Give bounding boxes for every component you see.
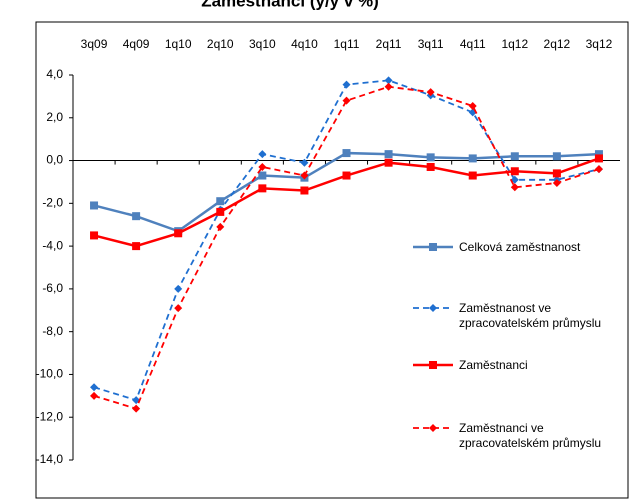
y-tick-label: 4,0 [46, 67, 63, 81]
point [132, 212, 141, 221]
point [258, 171, 267, 180]
point [216, 197, 225, 206]
point [174, 284, 183, 293]
x-tick-label: 4q11 [460, 37, 486, 51]
x-tick-label: 3q12 [586, 37, 613, 51]
frame [35, 21, 629, 499]
x-tick-label: 1q10 [165, 37, 192, 51]
point [594, 150, 603, 159]
point [429, 243, 437, 251]
point [594, 165, 603, 174]
y-tick-label: -14,0 [36, 452, 64, 466]
x-tick-label: 1q12 [501, 37, 528, 51]
x-tick-label: 3q11 [418, 37, 444, 51]
legend-label: Zaměstnanost ve zpracovatelském průmyslu [459, 301, 602, 330]
x-tick-label: 1q11 [334, 37, 360, 51]
point [552, 179, 561, 188]
legend-label: Celková zaměstnanost [459, 240, 581, 254]
point [384, 82, 393, 91]
point [90, 201, 99, 210]
y-tick-label: 0,0 [46, 153, 63, 167]
point [468, 171, 477, 180]
point [468, 102, 477, 111]
x-tick-label: 3q10 [249, 37, 276, 51]
legend-label: Zaměstnanci [459, 358, 528, 372]
point [426, 162, 435, 171]
legend-label: Zaměstnanci ve zpracovatelském průmyslu [459, 421, 602, 450]
point [552, 169, 561, 178]
point [258, 150, 267, 159]
point [300, 186, 309, 195]
point [594, 154, 603, 163]
y-tick-label: -12,0 [36, 409, 64, 423]
point [258, 162, 267, 171]
x-tick-label: 2q11 [376, 37, 402, 51]
series-line [93, 151, 600, 233]
y-tick-label: -8,0 [42, 324, 63, 338]
point [216, 207, 225, 216]
point [132, 404, 141, 413]
point [174, 229, 183, 238]
point [552, 152, 561, 161]
point [342, 149, 351, 158]
point [258, 184, 267, 193]
y-tick-label: -6,0 [42, 281, 63, 295]
y-tick-label: 2,0 [46, 110, 63, 124]
point [429, 424, 437, 432]
y-tick-label: -2,0 [42, 196, 63, 210]
y-tick-label: -4,0 [42, 238, 63, 252]
point [429, 304, 437, 312]
point [300, 171, 309, 180]
x-tick-label: 4q10 [291, 37, 318, 51]
point [342, 80, 351, 89]
x-tick-label: 3q09 [81, 37, 108, 51]
point [174, 304, 183, 313]
chart-title: Zaměstnanci (y/y v %) [201, 0, 379, 10]
x-tick-label: 4q09 [123, 37, 150, 51]
point [90, 391, 99, 400]
point [384, 158, 393, 167]
x-tick-label: 2q10 [207, 37, 234, 51]
point [429, 361, 437, 369]
point [90, 231, 99, 240]
point [510, 152, 519, 161]
point [426, 88, 435, 97]
point [132, 242, 141, 251]
x-tick-label: 2q12 [544, 37, 571, 51]
y-tick-label: -10,0 [36, 367, 64, 381]
point [384, 150, 393, 159]
point [510, 183, 519, 192]
point [384, 76, 393, 85]
point [468, 154, 477, 163]
point [216, 222, 225, 231]
point [90, 383, 99, 392]
point [426, 153, 435, 162]
point [300, 158, 309, 167]
point [342, 171, 351, 180]
point [342, 96, 351, 105]
point [510, 167, 519, 176]
